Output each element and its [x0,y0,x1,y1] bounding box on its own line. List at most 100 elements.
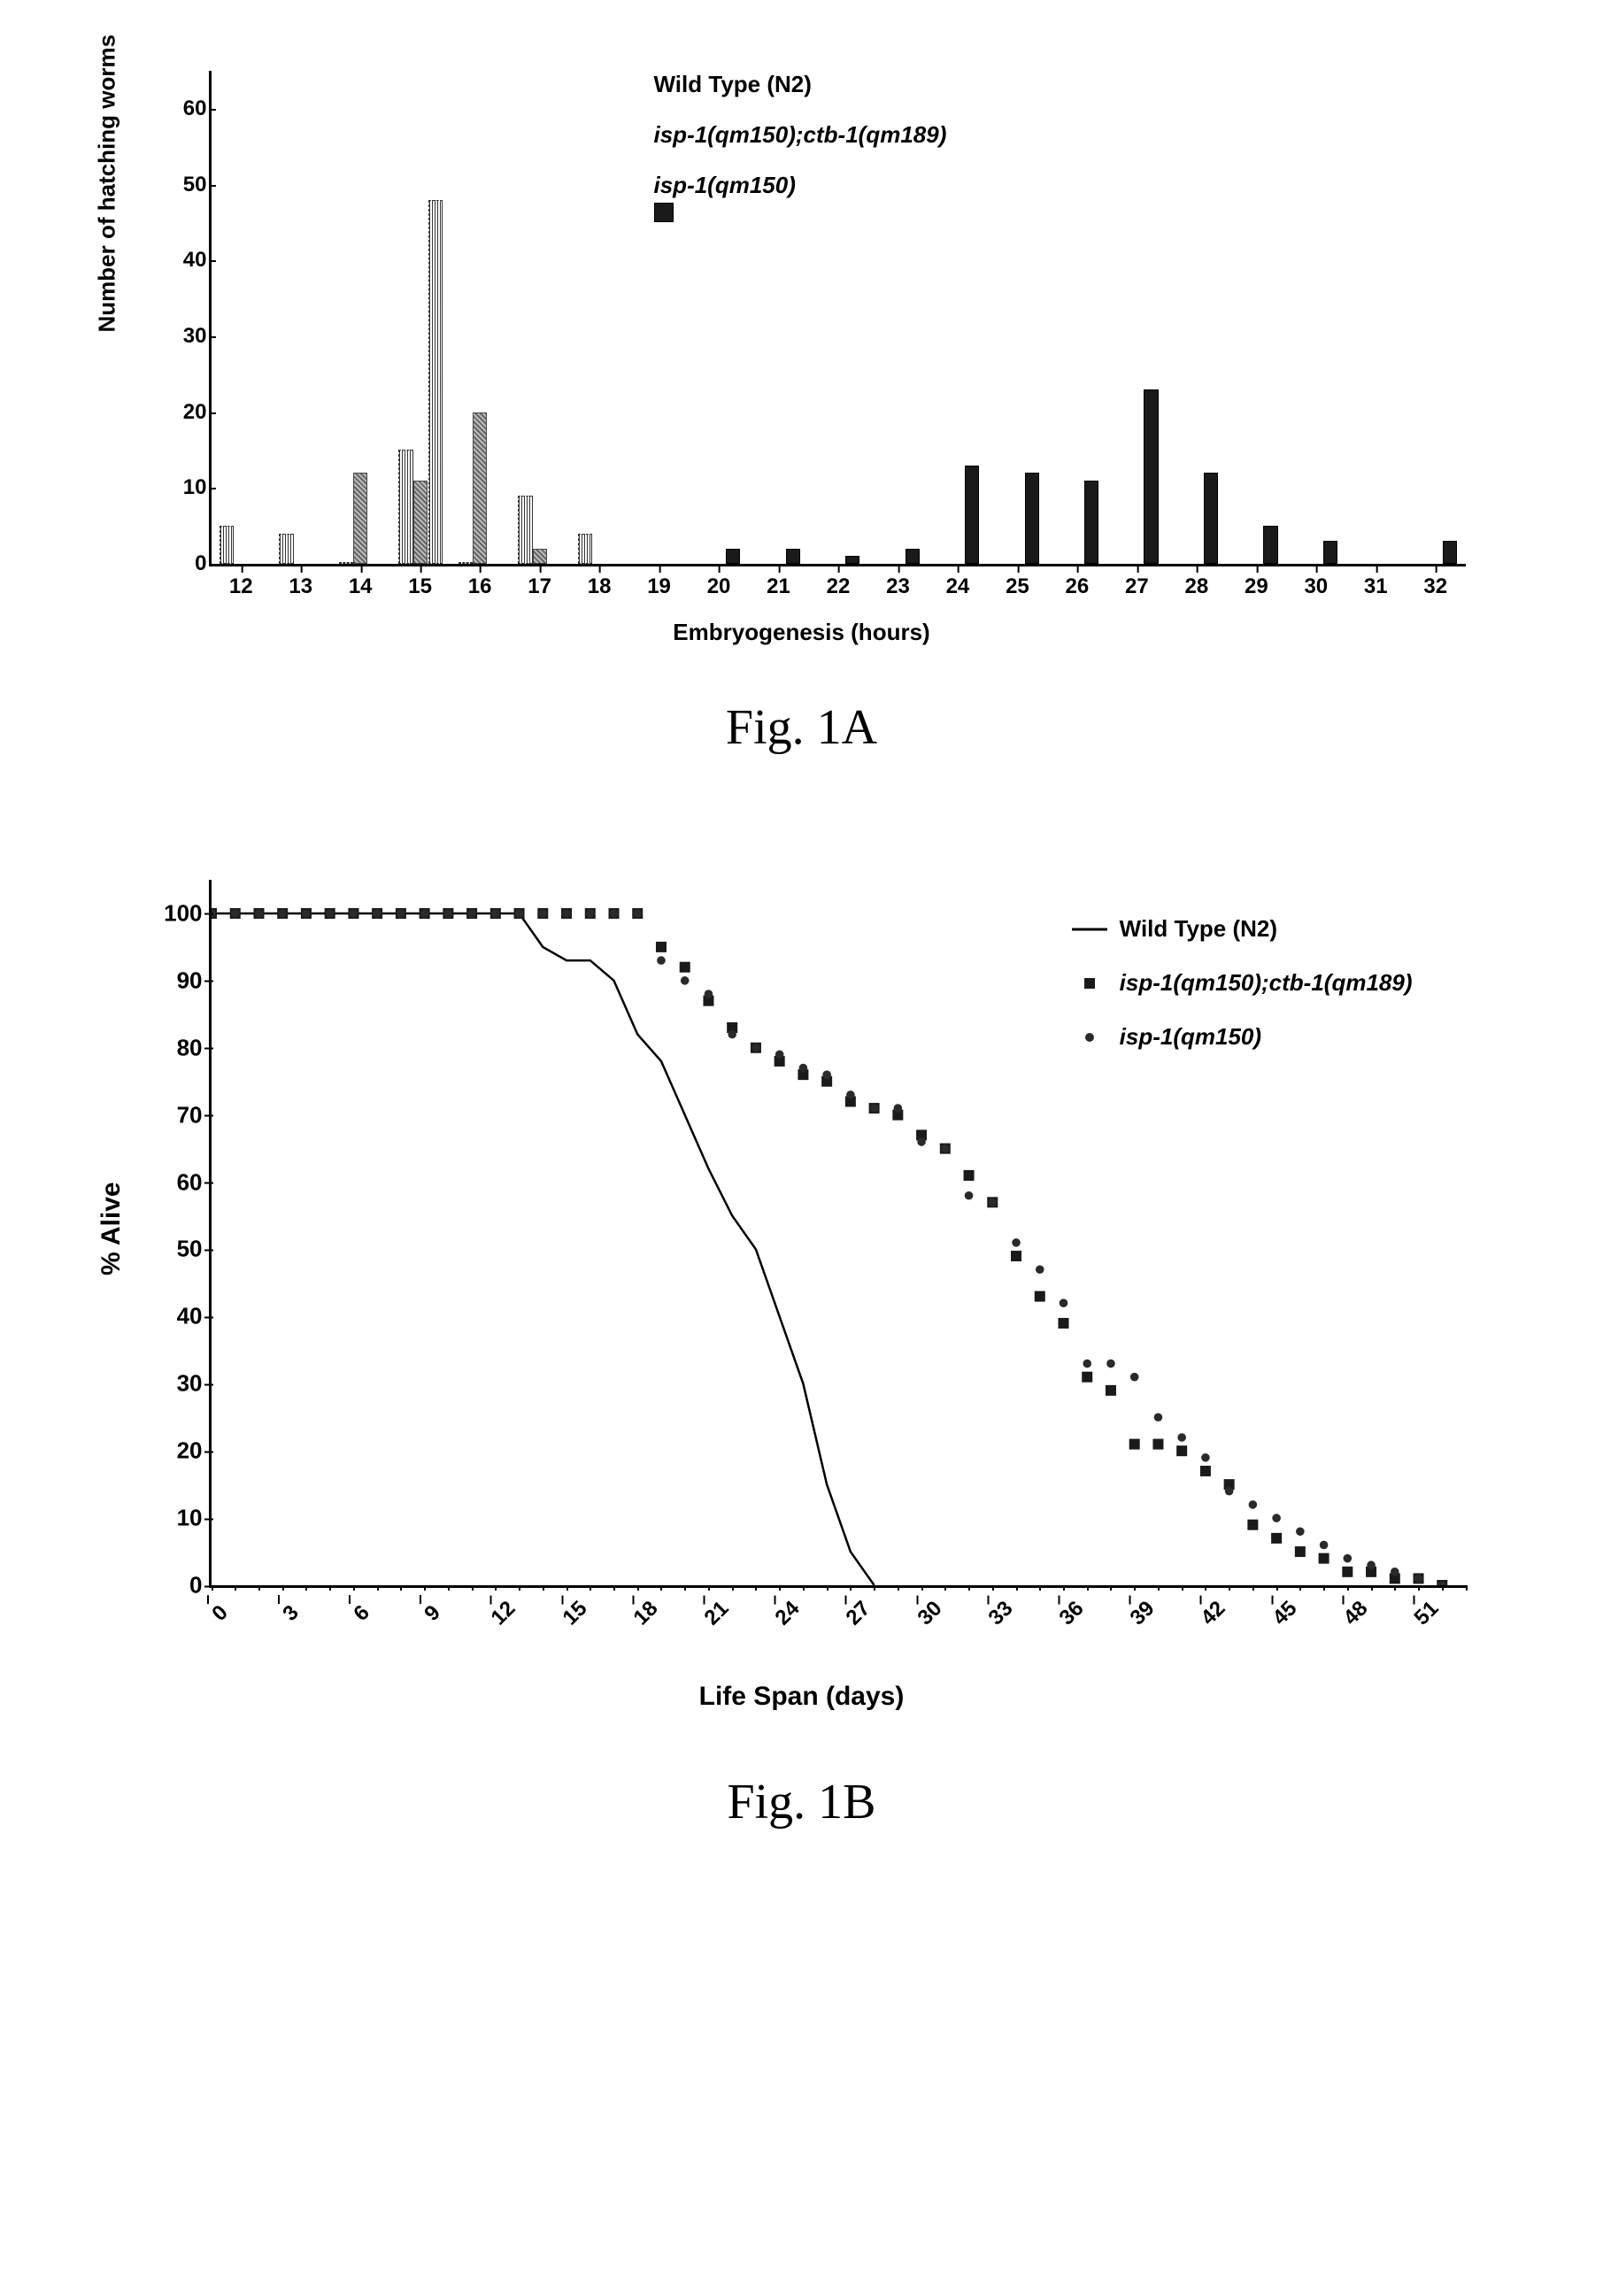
fig1b-x-minor-tick [898,1585,899,1591]
fig1b-x-minor-tick [400,1585,402,1591]
fig1b-x-minor-tick [1182,1585,1183,1591]
fig1b-double-marker [537,908,548,919]
fig1b-double-marker [1058,1318,1068,1329]
fig1a-chart: Wild Type (N2) isp-1(qm150);ctb-1(qm189)… [94,53,1510,673]
fig1b-wild-marker [301,909,310,918]
fig1b-wild-marker [443,909,452,918]
fig1b-double-marker [1318,1553,1329,1564]
fig1b-isp1-marker [325,909,334,918]
fig1b-wild-marker [396,909,405,918]
fig1b-double-marker [372,908,382,919]
fig1a-caption: Fig. 1A [71,699,1532,756]
fig1b-legend-double-label: isp-1(qm150);ctb-1(qm189) [1120,969,1413,997]
fig1a-plot-area: Wild Type (N2) isp-1(qm150);ctb-1(qm189)… [209,71,1466,566]
fig1b-x-tick: 0 [207,1600,233,1626]
fig1b-x-tick: 27 [842,1597,876,1631]
fig1b-y-tick: 80 [154,1034,203,1061]
fig1b-isp1-marker [822,1070,831,1079]
fig1b-x-minor-tick [1323,1585,1325,1591]
fig1b-wild-marker [254,909,263,918]
fig1b-isp1-marker [1343,1554,1352,1563]
fig1a-y-tick: 0 [163,551,207,576]
fig1b-legend-double: isp-1(qm150);ctb-1(qm189) [1072,969,1413,997]
fig1b-double-marker [679,962,690,973]
fig1b-double-marker [798,1069,808,1080]
fig1a-x-tick: 31 [1364,574,1388,599]
fig1b-double-marker [1176,1445,1187,1456]
fig1a-x-tick: 13 [289,574,312,599]
fig1a-bar [1144,389,1158,564]
fig1b-double-marker [868,1103,879,1113]
fig1b-wild-marker [514,909,523,918]
fig1b-isp1-marker [514,909,523,918]
fig1b-x-minor-tick [566,1585,568,1591]
fig1b-wild-marker [420,909,428,918]
fig1b-isp1-marker [1414,1575,1422,1583]
fig1b-x-minor-tick [992,1585,994,1591]
figure-1a-container: Wild Type (N2) isp-1(qm150);ctb-1(qm189)… [71,53,1532,756]
fig1b-double-marker [703,996,713,1006]
fig1b-double-marker [987,1197,998,1207]
fig1b-double-marker [513,908,524,919]
fig1b-double-marker [324,908,335,919]
fig1b-x-tick: 39 [1126,1597,1160,1631]
fig1b-double-marker [939,1144,950,1154]
fig1b-double-marker [253,908,264,919]
fig1b-legend-wild-label: Wild Type (N2) [1120,915,1277,943]
fig1b-isp1-marker [798,1064,807,1073]
fig1b-double-marker [489,908,500,919]
fig1b-x-tick: 36 [1055,1597,1090,1631]
fig1b-x-minor-tick [708,1585,710,1591]
fig1b-double-marker [1294,1546,1305,1557]
fig1b-x-tick: 6 [349,1600,374,1626]
fig1b-isp1-marker [467,909,476,918]
fig1b-y-tick: 100 [154,899,203,927]
fig1b-x-minor-tick [519,1585,520,1591]
fig1b-x-tick: 21 [699,1597,734,1631]
fig1b-double-marker [1247,1520,1258,1530]
fig1a-x-tick: 26 [1066,574,1090,599]
fig1a-x-tick: 22 [827,574,851,599]
fig1a-bar [279,534,293,564]
fig1b-isp1-marker [609,909,618,918]
fig1a-x-tick: 25 [1006,574,1029,599]
fig1b-x-minor-tick [1442,1585,1444,1591]
fig1b-double-marker [1034,1291,1044,1302]
fig1b-x-minor-tick [1063,1585,1065,1591]
fig1b-wild-marker [325,909,334,918]
fig1b-isp1-marker [278,909,287,918]
fig1b-x-minor-tick [212,1585,213,1591]
fig1b-x-minor-tick [637,1585,639,1591]
fig1b-double-marker [561,908,572,919]
fig1b-x-minor-tick [543,1585,544,1591]
fig1b-x-minor-tick [1229,1585,1230,1591]
line-swatch-icon [1072,921,1107,938]
fig1b-wild-marker [373,909,381,918]
fig1b-isp1-marker [1248,1500,1257,1509]
fig1b-double-marker [466,908,477,919]
fig1b-x-tick: 30 [913,1597,947,1631]
fig1b-double-marker [727,1022,737,1033]
fig1b-x-tick: 18 [628,1597,663,1631]
fig1b-x-minor-tick [660,1585,662,1591]
fig1b-isp1-marker [728,1030,736,1039]
fig1a-x-tick: 18 [588,574,612,599]
fig1a-x-tick: 30 [1304,574,1328,599]
fig1b-double-marker [348,908,358,919]
fig1a-bar [428,200,443,564]
fig1b-x-minor-tick [732,1585,734,1591]
fig1a-bar [398,450,412,564]
fig1b-wild-marker [278,909,287,918]
fig1b-double-marker [821,1076,832,1087]
fig1b-x-tick: 42 [1197,1597,1231,1631]
fig1a-y-tick: 50 [163,173,207,197]
fig1b-x-tick: 15 [558,1597,592,1631]
fig1b-double-marker [750,1043,760,1053]
fig1b-isp1-marker [633,909,642,918]
fig1a-x-tick: 19 [647,574,671,599]
fig1b-x-minor-tick [472,1585,474,1591]
fig1b-isp1-marker [846,1090,855,1099]
fig1b-x-minor-tick [850,1585,852,1591]
fig1b-y-tick: 20 [154,1437,203,1465]
fig1b-x-minor-tick [235,1585,236,1591]
